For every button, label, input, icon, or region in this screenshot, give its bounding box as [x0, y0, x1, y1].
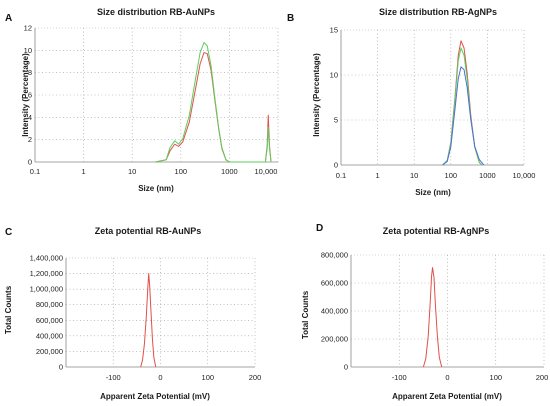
y-tick-label: 0 — [334, 161, 338, 170]
title-b: Size distribution RB-AgNPs — [379, 7, 497, 17]
x-tick-label: 0.1 — [30, 167, 40, 176]
y-tick-label: 10 — [330, 71, 338, 80]
series-line-d-1 — [422, 267, 443, 368]
plot-area-c — [66, 258, 255, 367]
series-line-a-1 — [155, 52, 272, 163]
series-c — [140, 273, 157, 368]
grid-b — [340, 29, 525, 166]
panel-d: D Zeta potential RB-AgNPs Total Counts A… — [301, 223, 548, 401]
x-ticks-b: 0.1 1 10 100 1000 10,000 — [336, 171, 536, 180]
y-tick-label: 1,200,000 — [30, 269, 63, 278]
x-tick-label: 100 — [175, 167, 188, 176]
ylabel-b: Intensity (Percentage) — [312, 53, 321, 137]
x-tick-label: 1000 — [221, 167, 238, 176]
ylabel-d: Total Counts — [301, 290, 310, 339]
series-line-b-3 — [442, 66, 485, 166]
x-tick-label: 1000 — [479, 171, 496, 180]
series-d — [422, 267, 443, 368]
xlabel-d: Apparent Zeta Potential (mV) — [392, 392, 502, 401]
y-tick-label: 600,000 — [321, 279, 348, 288]
x-tick-label: 200 — [249, 373, 262, 382]
y-tick-label: 8 — [28, 68, 32, 77]
x-tick-label: 0 — [445, 373, 449, 382]
x-tick-label: -100 — [392, 373, 407, 382]
y-tick-label: 0 — [28, 158, 32, 167]
y-tick-label: 1,000,000 — [30, 285, 63, 294]
title-c: Zeta potential RB-AuNPs — [95, 226, 202, 236]
axis-labels-d: Total Counts Apparent Zeta Potential (mV… — [301, 290, 502, 401]
panel-letter-d: D — [316, 223, 323, 234]
series-a — [155, 42, 272, 163]
panel-b: B Size distribution RB-AgNPs Intensity (… — [287, 7, 535, 197]
y-tick-label: 200,000 — [321, 335, 348, 344]
x-tick-label: 100 — [202, 373, 215, 382]
grid-c — [65, 257, 256, 368]
y-tick-label: 800,000 — [36, 300, 63, 309]
axis-labels-a: Intensity (Percentage) Size (nm) — [21, 53, 174, 193]
x-tick-label: 10,000 — [255, 167, 278, 176]
y-tick-label: 400,000 — [36, 331, 63, 340]
y-tick-label: 400,000 — [321, 307, 348, 316]
x-tick-label: 100 — [445, 171, 458, 180]
x-tick-label: 100 — [490, 373, 503, 382]
panel-c: C Zeta potential RB-AuNPs Total Counts A… — [4, 226, 261, 401]
title-d: Zeta potential RB-AgNPs — [383, 226, 490, 236]
y-tick-label: 200,000 — [36, 347, 63, 356]
x-tick-label: 1 — [376, 171, 380, 180]
series-line-a-2 — [155, 42, 272, 163]
series-b — [442, 40, 485, 166]
plot-area-b — [341, 30, 524, 165]
series-line-c-1 — [140, 273, 157, 368]
y-tick-label: 15 — [330, 26, 338, 35]
ylabel-c: Total Counts — [4, 285, 13, 334]
y-tick-label: 12 — [24, 24, 32, 33]
y-tick-label: 800,000 — [321, 251, 348, 260]
y-tick-label: 600,000 — [36, 316, 63, 325]
y-tick-label: 10 — [24, 46, 32, 55]
y-tick-label: 0 — [344, 363, 348, 372]
y-tick-label: 5 — [334, 116, 338, 125]
panel-a: A Size distribution RB-AuNPs Intensity (… — [5, 7, 279, 193]
y-tick-label: 4 — [28, 113, 32, 122]
x-tick-label: 10 — [128, 167, 136, 176]
series-line-b-1 — [442, 40, 483, 166]
x-tick-label: 10,000 — [513, 171, 536, 180]
x-tick-label: 1 — [82, 167, 86, 176]
y-ticks-b: 0 5 10 15 — [330, 26, 338, 170]
panel-letter-c: C — [5, 227, 12, 238]
grid-d — [350, 254, 545, 368]
x-tick-label: -100 — [106, 373, 121, 382]
axis-labels-b: Intensity (Percentage) Size (nm) — [312, 53, 451, 197]
x-tick-label: 10 — [410, 171, 418, 180]
y-ticks-c: 0 200,000 400,000 600,000 800,000 1,000,… — [30, 254, 63, 372]
x-ticks-a: 0.1 1 10 100 1000 10,000 — [30, 167, 278, 176]
xlabel-b: Size (nm) — [415, 188, 451, 197]
x-ticks-c: -100 0 100 200 — [106, 373, 262, 382]
panel-letter-a: A — [5, 13, 12, 24]
x-tick-label: 0 — [158, 373, 162, 382]
title-a: Size distribution RB-AuNPs — [97, 7, 215, 17]
y-ticks-a: 0 2 4 6 8 10 12 — [24, 24, 32, 167]
grid-a — [34, 27, 279, 163]
y-ticks-d: 0 200,000 400,000 600,000 800,000 — [321, 251, 348, 372]
y-tick-label: 0 — [59, 363, 63, 372]
series-line-b-2 — [442, 47, 483, 166]
xlabel-c: Apparent Zeta Potential (mV) — [100, 392, 210, 401]
ylabel-a: Intensity (Percentage) — [21, 53, 30, 137]
y-tick-label: 2 — [28, 135, 32, 144]
xlabel-a: Size (nm) — [138, 184, 174, 193]
x-tick-label: 200 — [536, 373, 549, 382]
x-tick-label: 0.1 — [336, 171, 346, 180]
panel-letter-b: B — [287, 13, 294, 24]
x-ticks-d: -100 0 100 200 — [392, 373, 549, 382]
y-tick-label: 6 — [28, 91, 32, 100]
y-tick-label: 1,400,000 — [30, 254, 63, 263]
axis-labels-c: Total Counts Apparent Zeta Potential (mV… — [4, 285, 210, 401]
